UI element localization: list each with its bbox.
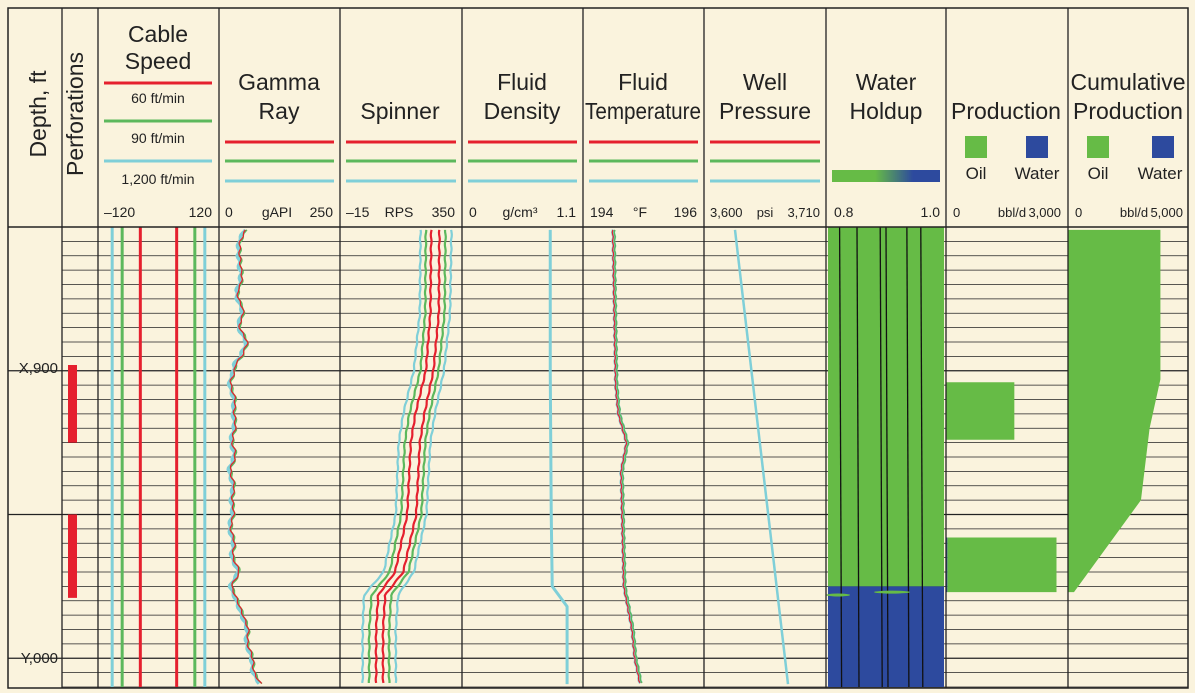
- cumulative-production-area: [1068, 229, 1161, 593]
- perforations-title: Perforations: [62, 52, 88, 176]
- fluid-temperature-curve: [611, 229, 643, 684]
- cumulative-production-title-line1: Cumulative: [1070, 69, 1185, 95]
- fluid-temperature-title-line1: Fluid: [618, 69, 668, 95]
- water-holdup-probe-line: [906, 226, 910, 688]
- chart-marks: [68, 140, 1161, 688]
- cumulative-production-min: 0: [1075, 205, 1082, 220]
- cumulative-legend-oil-label: Oil: [1088, 164, 1109, 183]
- production-unit: bbl/d: [998, 205, 1026, 220]
- spinner-curve: [394, 229, 453, 684]
- fluid-temperature-curve: [613, 229, 643, 684]
- cable-speed-max: 120: [189, 204, 213, 220]
- gamma-ray-curve: [229, 229, 263, 684]
- cable-speed-legend-label-90: 90 ft/min: [131, 130, 185, 146]
- spinner-unit: RPS: [385, 204, 414, 220]
- fluid-temperature-max: 196: [674, 204, 698, 220]
- fluid-temperature-curve: [611, 229, 641, 684]
- spinner-curve: [361, 229, 422, 684]
- production-oil-bar: [946, 382, 1015, 440]
- gamma-ray-title-line2: Ray: [259, 98, 300, 124]
- production-oil-bar: [947, 537, 1057, 593]
- fluid-density-unit: g/cm³: [503, 204, 538, 220]
- water-holdup-probe-line: [879, 226, 883, 688]
- fluid-temperature-title-line2: Temperature: [585, 98, 701, 124]
- cumulative-legend-water-swatch: [1152, 136, 1174, 158]
- fluid-temperature-min: 194: [590, 204, 614, 220]
- header: Depth, ft Perforations Cable Speed 60 ft…: [25, 21, 1186, 220]
- cable-speed-title-line1: Cable: [128, 21, 188, 47]
- cable-speed-legend-label-60: 60 ft/min: [131, 90, 185, 106]
- spinner-title: Spinner: [360, 98, 440, 124]
- well-pressure-title-line1: Well: [743, 69, 787, 95]
- cumulative-production-title-line2: Production: [1073, 98, 1183, 124]
- fluid-density-curve: [548, 229, 569, 685]
- water-holdup-water-zone: [828, 586, 944, 687]
- fluid-temperature-unit: °F: [633, 204, 647, 220]
- well-pressure-title-line2: Pressure: [719, 98, 811, 124]
- gamma-ray-title-line1: Gamma: [238, 69, 320, 95]
- well-pressure-max: 3,710: [787, 205, 820, 220]
- perforation-interval: [68, 514, 77, 598]
- spinner-min: –15: [346, 204, 370, 220]
- production-legend-oil-label: Oil: [966, 164, 987, 183]
- cable-speed-title-line2: Speed: [125, 48, 192, 74]
- spinner-max: 350: [432, 204, 456, 220]
- water-holdup-probe-line: [885, 226, 889, 688]
- gamma-ray-unit: gAPI: [262, 204, 292, 220]
- production-min: 0: [953, 205, 960, 220]
- well-pressure-min: 3,600: [710, 205, 743, 220]
- spinner-curve: [387, 229, 447, 683]
- production-max: 3,000: [1028, 205, 1061, 220]
- cumulative-legend-water-label: Water: [1138, 164, 1183, 183]
- cumulative-production-unit: bbl/d: [1120, 205, 1148, 220]
- fluid-density-min: 0: [469, 204, 477, 220]
- water-holdup-color-scale: [832, 170, 940, 182]
- cumulative-production-max: 5,000: [1150, 205, 1183, 220]
- chart-frame: [7, 7, 1189, 689]
- cable-speed-legend-label-1200: 1,200 ft/min: [121, 171, 194, 187]
- perforation-interval: [68, 365, 77, 443]
- depth-tick-label: X,900: [19, 360, 58, 377]
- production-legend-oil-swatch: [965, 136, 987, 158]
- water-holdup-title-line1: Water: [856, 69, 917, 95]
- water-holdup-max: 1.0: [921, 204, 941, 220]
- gamma-ray-max: 250: [310, 204, 334, 220]
- spinner-curve: [367, 229, 428, 683]
- fluid-density-max: 1.1: [557, 204, 577, 220]
- production-title: Production: [951, 98, 1061, 124]
- spinner-curve: [374, 229, 433, 684]
- track-borders: [7, 7, 1189, 689]
- gamma-ray-min: 0: [225, 204, 233, 220]
- fluid-density-title-line1: Fluid: [497, 69, 547, 95]
- production-water-bar: [946, 537, 948, 593]
- well-pressure-unit: psi: [757, 205, 774, 220]
- fluid-density-title-line2: Density: [484, 98, 561, 124]
- spinner-curve: [381, 229, 441, 684]
- water-holdup-title-line2: Holdup: [850, 98, 923, 124]
- depth-tick-label: Y,000: [21, 650, 58, 667]
- production-legend-water-swatch: [1026, 136, 1048, 158]
- water-holdup-min: 0.8: [834, 204, 854, 220]
- well-pressure-curve: [733, 229, 790, 685]
- production-legend-water-label: Water: [1015, 164, 1060, 183]
- depth-axis-title: Depth, ft: [25, 70, 51, 158]
- water-holdup-oil-bubble: [874, 590, 910, 594]
- water-holdup-oil-bubble: [826, 593, 850, 597]
- water-holdup-probe-line: [920, 226, 924, 688]
- cumulative-legend-oil-swatch: [1087, 136, 1109, 158]
- water-holdup-probe-line: [838, 226, 843, 688]
- water-holdup-probe-line: [856, 226, 860, 688]
- cable-speed-min: –120: [104, 204, 135, 220]
